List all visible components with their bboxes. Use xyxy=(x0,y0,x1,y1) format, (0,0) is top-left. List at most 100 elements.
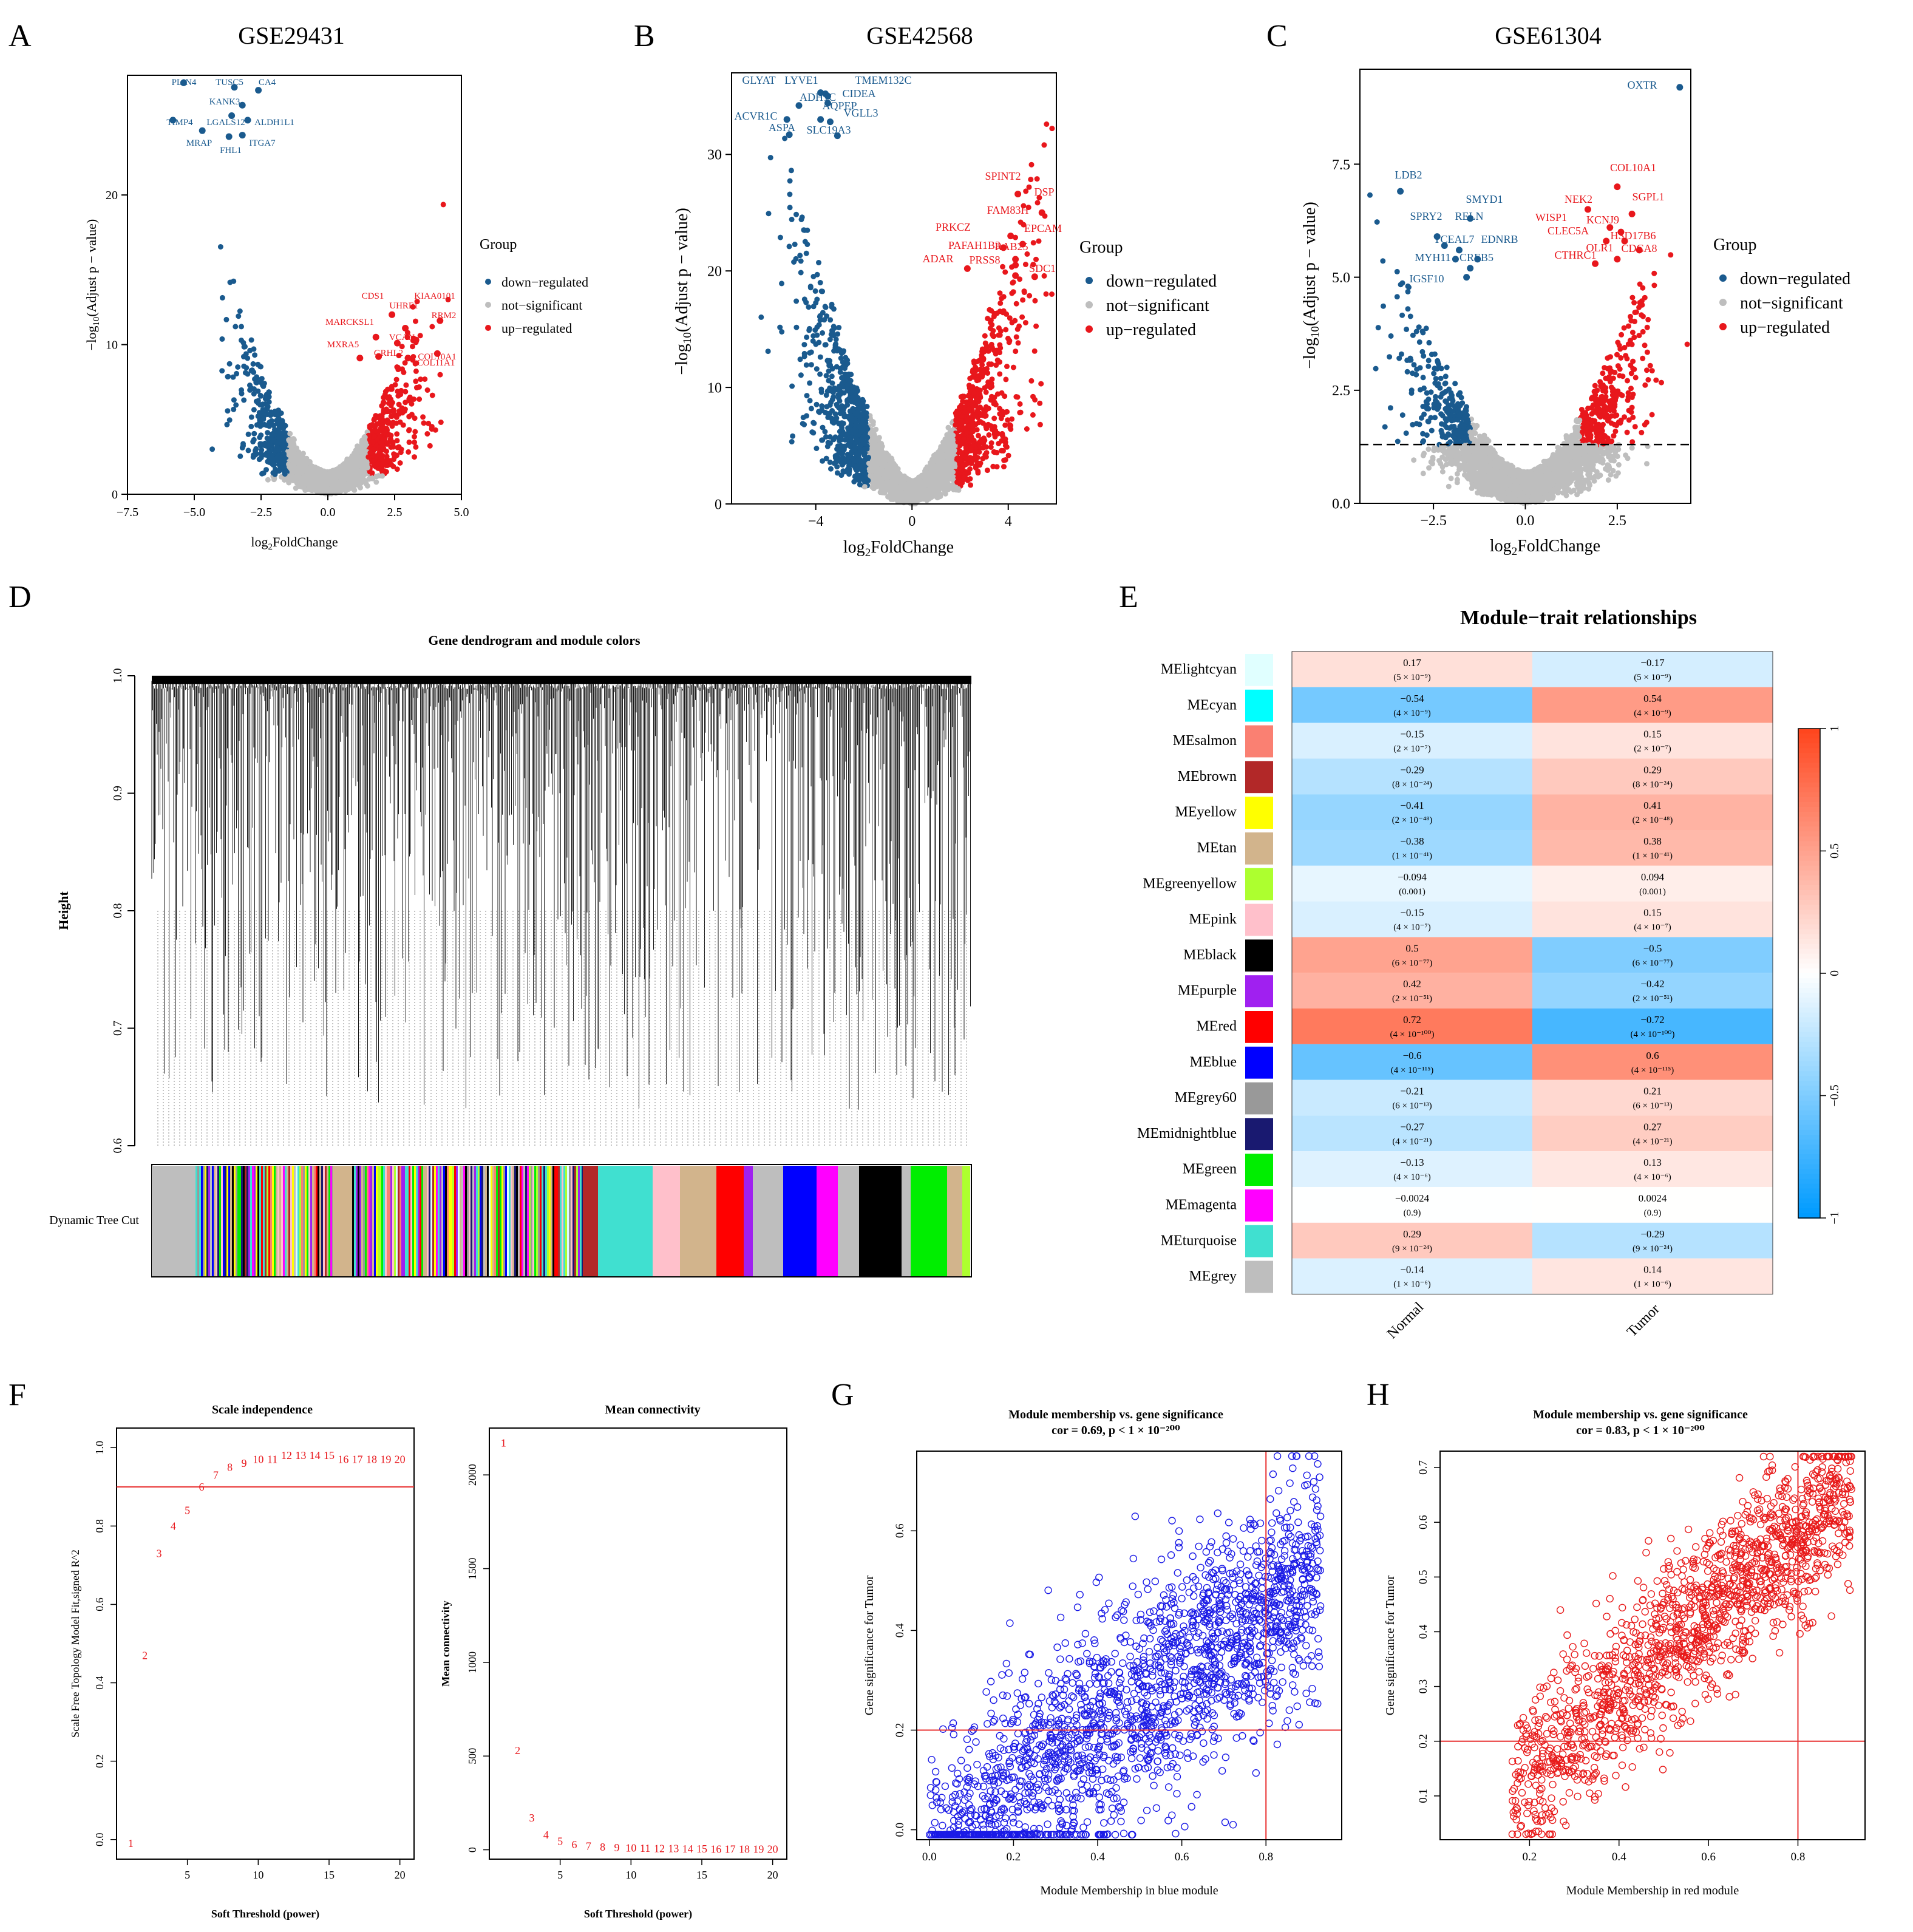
volcano-point xyxy=(379,473,386,479)
x-tick-label: 0.0 xyxy=(321,506,336,519)
volcano-point xyxy=(394,466,400,472)
volcano-point xyxy=(817,280,823,285)
volcano-point xyxy=(837,398,843,404)
volcano-point xyxy=(814,366,820,372)
volcano-point xyxy=(355,449,361,455)
volcano-point xyxy=(414,299,420,305)
volcano-point xyxy=(219,336,225,342)
volcano-point xyxy=(812,327,818,333)
panel-letter-e: E xyxy=(1119,580,1138,614)
labeled-gene-point xyxy=(239,132,246,139)
volcano-point xyxy=(389,423,395,429)
volcano-point xyxy=(814,401,820,407)
volcano-point xyxy=(247,387,253,393)
volcano-point xyxy=(967,375,973,381)
volcano-point xyxy=(259,471,265,477)
gene-label: CA4 xyxy=(259,78,276,87)
volcano-point xyxy=(255,388,261,394)
volcano-point xyxy=(391,411,397,417)
volcano-point xyxy=(997,328,1004,334)
volcano-point xyxy=(1002,436,1008,442)
volcano-point xyxy=(387,436,393,442)
volcano-point xyxy=(806,327,812,333)
volcano-point xyxy=(787,205,793,211)
x-tick-label: −7.5 xyxy=(117,506,138,519)
gene-label: RRM2 xyxy=(432,311,457,321)
volcano-point xyxy=(398,387,404,393)
volcano-point xyxy=(984,468,990,474)
legend-up-dot xyxy=(485,325,491,331)
volcano-point xyxy=(275,439,281,445)
volcano-point xyxy=(209,446,216,452)
volcano-point xyxy=(827,317,834,323)
volcano-point xyxy=(265,477,271,483)
volcano-point xyxy=(1037,421,1043,427)
volcano-point xyxy=(346,469,352,475)
volcano-point xyxy=(302,474,308,480)
volcano-point xyxy=(266,389,272,395)
volcano-point xyxy=(787,178,793,184)
volcano-point xyxy=(233,402,239,408)
volcano-point xyxy=(399,344,405,350)
volcano-point xyxy=(1022,262,1028,267)
volcano-point xyxy=(339,483,345,489)
volcano-point xyxy=(236,313,242,319)
volcano-point xyxy=(388,461,394,468)
volcano-point xyxy=(266,448,272,454)
volcano-point xyxy=(252,352,258,358)
volcano-point xyxy=(417,333,423,339)
volcano-point xyxy=(837,369,843,375)
labeled-gene-point xyxy=(199,127,206,134)
gene-label: UHRF1 xyxy=(389,301,418,311)
volcano-point xyxy=(1015,340,1021,346)
volcano-point xyxy=(265,430,271,436)
volcano-point xyxy=(403,382,409,388)
volcano-point xyxy=(264,396,270,402)
volcano-point xyxy=(276,407,281,413)
volcano-point xyxy=(406,449,412,455)
volcano-point xyxy=(371,417,377,423)
volcano-point xyxy=(788,168,794,174)
volcano-point xyxy=(1003,376,1009,383)
volcano-point xyxy=(279,424,285,429)
volcano-point xyxy=(1006,339,1012,345)
volcano-point xyxy=(808,349,814,355)
gene-label: TUSC5 xyxy=(216,78,243,87)
volcano-point xyxy=(424,431,430,437)
volcano-point xyxy=(1017,401,1023,407)
volcano-point xyxy=(291,455,297,461)
volcano-point xyxy=(413,444,419,450)
volcano-point xyxy=(807,284,814,290)
volcano-point xyxy=(1035,200,1041,206)
volcano-point xyxy=(836,325,842,330)
volcano-point xyxy=(351,471,356,477)
volcano-point xyxy=(401,408,407,414)
volcano-point xyxy=(789,439,795,444)
volcano-point xyxy=(234,370,240,376)
volcano-point xyxy=(829,373,835,379)
volcano-point xyxy=(1028,378,1035,384)
legend-ns-label: not−significant xyxy=(501,298,582,313)
gene-label: LGALS12 xyxy=(206,118,245,128)
volcano-point xyxy=(307,486,313,492)
volcano-point xyxy=(429,392,435,398)
volcano-point xyxy=(239,324,244,330)
volcano-point xyxy=(281,457,287,463)
volcano-point xyxy=(841,348,846,354)
volcano-point xyxy=(256,421,262,427)
volcano-point xyxy=(267,440,273,446)
volcano-point xyxy=(1008,423,1014,429)
volcano-point xyxy=(793,256,799,262)
gene-label: MARCKSL1 xyxy=(325,318,374,327)
volcano-point xyxy=(391,451,397,457)
volcano-point xyxy=(396,444,402,450)
panel-letter-f: F xyxy=(8,1378,26,1412)
volcano-point xyxy=(327,478,332,484)
volcano-point xyxy=(230,374,236,380)
panel-letter-c: C xyxy=(1266,19,1288,53)
volcano-point xyxy=(424,387,430,393)
volcano-point xyxy=(798,258,804,264)
volcano-point xyxy=(291,474,297,480)
volcano-point xyxy=(395,364,401,370)
panel-b-title: GSE42568 xyxy=(866,22,973,49)
